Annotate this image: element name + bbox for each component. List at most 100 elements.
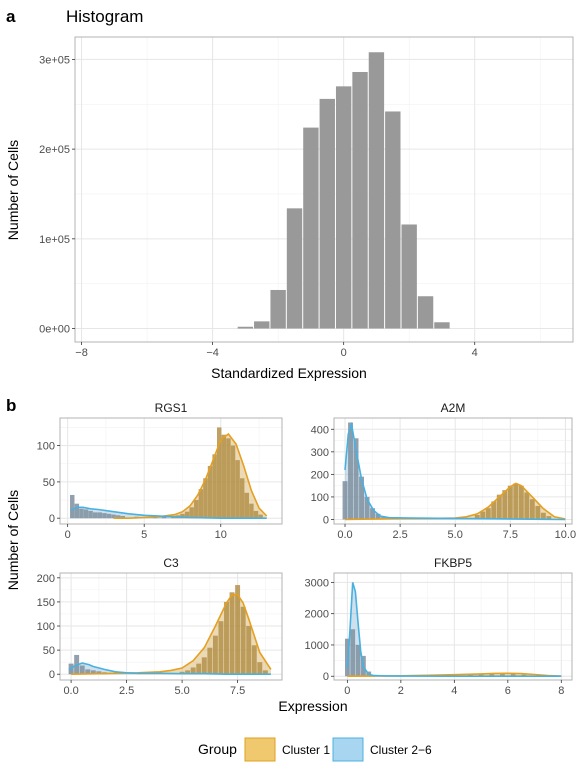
a2m-bar [485,508,491,520]
c3-bar [196,663,202,675]
a2m-bar [518,485,524,520]
rgs1-bar [189,507,194,519]
rgs1-facet-title: RGS1 [155,401,188,415]
a2m-bar [480,511,486,520]
a2m-ytick-label: 400 [311,424,329,436]
a2m-xtick-label: 7.5 [503,529,518,541]
c3-ytick-label: 200 [37,573,55,585]
facet-a2m: 0.0 2.5 5.0 7.5 10.0 0 100 200 300 400 A2M [311,401,576,541]
fkbp5-panel-bg [334,573,572,680]
a2m-ytick-label: 200 [311,469,329,481]
a2m-bar [348,422,353,520]
fkbp5-panel-border [333,572,573,681]
fkbp5-bar [350,629,356,677]
a2m-bar [540,512,546,520]
c3-bar [96,671,102,675]
histogram-bar [254,321,270,329]
a2m-bar [364,496,370,520]
fkbp5-xtick-label: 0 [344,685,350,697]
c3-bar [246,626,252,675]
rgs1-bar [180,513,185,519]
fkbp5-bar [478,674,484,677]
a2m-ytick-label: 100 [311,492,329,504]
rgs1-bar [83,509,89,519]
c3-cluster1-line [71,593,272,675]
c3-bar [257,662,263,675]
histogram-xtick-label: −8 [75,347,88,359]
fkbp5-ytick-label: 1000 [305,640,329,652]
legend-swatch-cluster26 [332,737,364,762]
c3-ytick-label: 100 [37,621,55,633]
rgs1-xtick-label: 5 [141,529,147,541]
rgs1-bar [102,513,107,519]
fkbp5-xtick-label: 2 [398,685,404,697]
a2m-xtick-label: 2.5 [392,529,407,541]
histogram-ytick-label: 0e+00 [39,324,70,336]
histogram-ytick-label: 3e+05 [39,54,70,66]
rgs1-bar [106,513,112,519]
histogram-xtick-label: 0 [341,347,347,359]
c3-ytick-label: 0 [49,669,55,681]
rgs1-bar [207,465,213,519]
histogram-xlabel: Standardized Expression [211,365,367,381]
legend-title: Group [198,741,237,757]
legend-label-cluster26: Cluster 2−6 [370,743,432,757]
facets-ylabel: Number of Cells [5,490,21,590]
fkbp5-xtick-label: 6 [505,685,511,697]
histogram-panel-border [74,36,574,343]
a2m-bar [546,516,552,520]
rgs1-bar [258,514,263,519]
c3-bar [224,601,229,675]
a2m-bar [524,492,530,520]
fkbp5-bar [355,644,361,677]
histogram-xtick-label: 4 [472,347,478,359]
a2m-bar [507,485,513,520]
c3-xtick-label: 0.0 [63,685,78,697]
rgs1-bar [74,503,80,519]
a2m-bar [370,508,376,520]
c3-xtick-label: 5.0 [174,685,189,697]
rgs1-bar [198,489,204,519]
legend-label-cluster1: Cluster 1 [282,743,330,757]
rgs1-ytick-label: 50 [43,477,55,489]
a2m-panel-border [333,417,573,525]
rgs1-bar [88,510,93,519]
a2m-bar [502,490,508,520]
legend-swatch-cluster1 [244,737,276,762]
histogram-ylabel: Number of Cells [5,140,21,240]
c3-bar [185,670,191,675]
a2m-ytick-label: 300 [311,447,329,459]
c3-bar [201,657,207,675]
c3-ytick-label: 150 [37,597,55,609]
rgs1-bar [92,512,98,519]
c3-bar [262,670,268,675]
histogram-bar [237,326,254,329]
a2m-xtick-label: 5.0 [448,529,463,541]
histogram-bar [434,322,450,329]
fkbp5-bar [500,673,505,677]
c3-bar [218,621,224,675]
rgs1-bar [111,514,116,519]
histogram-ytick-label: 2e+05 [39,144,70,156]
rgs1-panel-border [59,417,283,525]
a2m-bar [375,513,381,520]
a2m-bar [342,481,348,520]
rgs1-bar [184,511,190,519]
rgs1-cluster26-line [70,506,267,519]
a2m-bar [474,514,480,520]
facets-xlabel: Expression [278,698,347,714]
rgs1-bar [249,503,254,519]
rgs1-bar [194,500,199,519]
c3-xtick-label: 7.5 [230,685,245,697]
histogram-bar [368,52,385,329]
a2m-bar [535,505,541,520]
histogram-bar [401,224,417,329]
c3-bar [251,645,257,675]
c3-panel-border [59,572,283,681]
c3-cluster26-line [68,662,271,675]
a2m-xtick-label: 10.0 [555,529,576,541]
panel-b-letter: b [6,396,16,415]
fkbp5-bar [489,673,495,677]
